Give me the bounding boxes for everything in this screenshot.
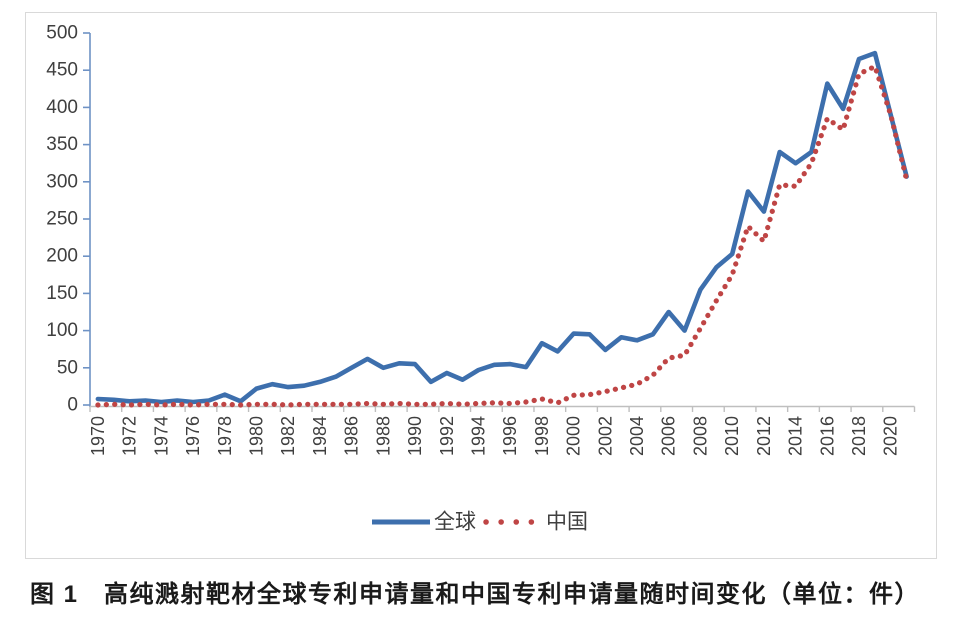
x-axis-label: 2008 [690, 416, 710, 456]
legend-china-label: 中国 [546, 511, 588, 534]
y-axis-label: 400 [46, 97, 78, 118]
x-axis-label: 2006 [659, 416, 679, 456]
y-axis-label: 150 [46, 283, 78, 304]
x-axis-label: 2018 [849, 416, 869, 456]
x-axis-label: 2002 [595, 416, 615, 456]
chart-border [25, 12, 937, 559]
x-axis-label: 2000 [564, 416, 584, 456]
y-axis-label: 250 [46, 209, 78, 230]
x-axis-label: 2004 [627, 416, 647, 456]
x-axis-label: 1980 [246, 416, 266, 456]
x-axis-label: 1998 [532, 416, 552, 456]
y-axis-label: 200 [46, 246, 78, 267]
y-axis-label: 100 [46, 320, 78, 341]
x-axis-label: 1988 [373, 416, 393, 456]
axes-layer: 0 50 100 150 200 250 300 350 400 450 500 1970 1972 19… [46, 23, 916, 456]
x-axis-label: 1972 [120, 416, 140, 456]
y-axis-label: 300 [46, 171, 78, 192]
chart-legend: 全球 中国 [372, 511, 588, 534]
patent-trend-chart: 0 50 100 150 200 250 300 350 400 450 500 1970 1972 19… [25, 12, 937, 559]
x-axis-label: 2016 [817, 416, 837, 456]
series-line-全球 [95, 50, 909, 405]
y-axis-label: 450 [46, 60, 78, 81]
x-axis-label: 1982 [278, 416, 298, 456]
x-axis-label: 1974 [151, 416, 171, 456]
x-axis-label: 2012 [754, 416, 774, 456]
legend-global-label: 全球 [434, 511, 476, 534]
chart-canvas: 0 50 100 150 200 250 300 350 400 450 500 1970 1972 19… [25, 12, 937, 559]
y-axis-label: 350 [46, 134, 78, 155]
x-axis-label: 1994 [468, 416, 488, 456]
x-axis-label: 1996 [500, 416, 520, 456]
x-axis-label: 1990 [405, 416, 425, 456]
figure-caption: 图 1 高纯溅射靶材全球专利申请量和中国专利申请量随时间变化（单位：件） [30, 581, 921, 608]
x-axis-label: 1986 [342, 416, 362, 456]
x-axis-label: 1970 [88, 416, 108, 456]
x-axis-label: 1984 [310, 416, 330, 456]
y-axis-label: 0 [67, 395, 78, 416]
series-layer [95, 50, 910, 408]
y-axis-label: 50 [57, 357, 78, 378]
x-axis-label: 2010 [722, 416, 742, 456]
x-axis-label: 2014 [786, 416, 806, 456]
x-axis-label: 1992 [437, 416, 457, 456]
x-axis-label: 2020 [881, 416, 901, 456]
x-axis-label: 1976 [183, 416, 203, 456]
x-axis-label: 1978 [215, 416, 235, 456]
series-line-中国 [95, 63, 910, 408]
y-axis-label: 500 [46, 23, 78, 44]
